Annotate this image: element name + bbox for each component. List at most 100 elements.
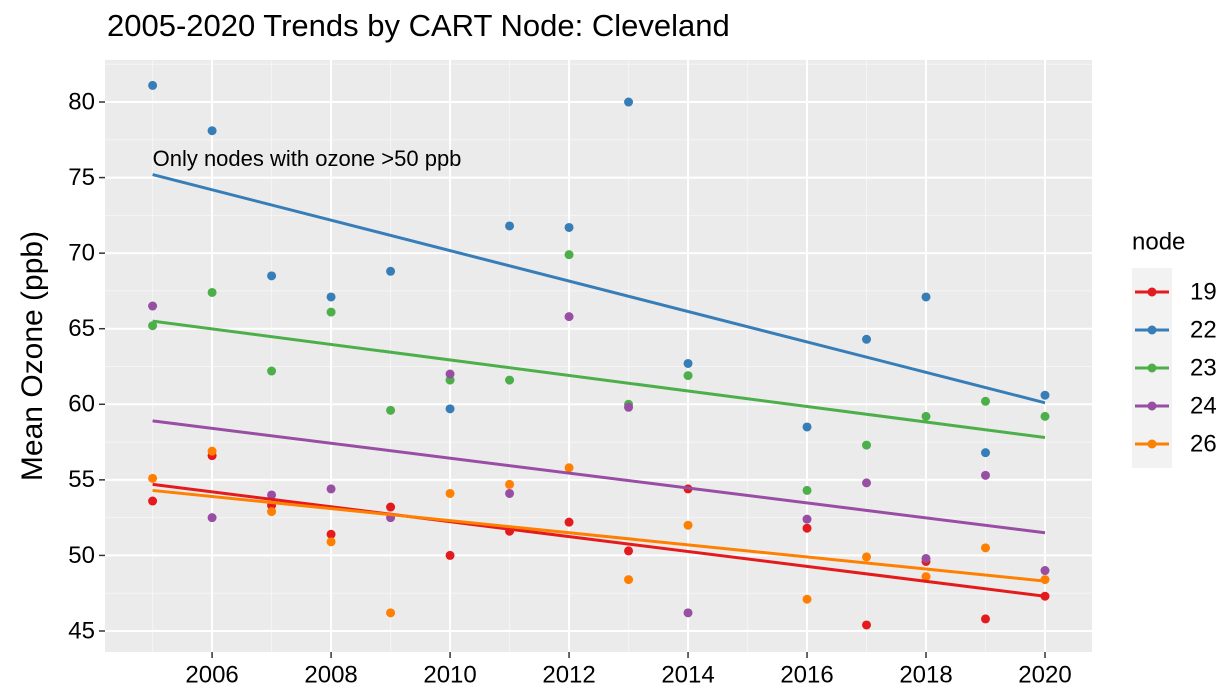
point	[862, 478, 872, 488]
point	[981, 543, 991, 553]
point	[981, 470, 991, 480]
point	[564, 517, 574, 527]
x-tick-label: 2012	[542, 661, 595, 688]
point	[802, 485, 812, 495]
point	[445, 404, 455, 414]
point	[921, 572, 931, 582]
plot-panel	[105, 60, 1092, 652]
y-tick-label: 45	[68, 617, 95, 644]
point	[148, 496, 158, 506]
point	[802, 514, 812, 524]
point	[445, 488, 455, 498]
point	[267, 366, 277, 376]
point	[326, 484, 336, 494]
point	[802, 523, 812, 533]
point	[445, 550, 455, 560]
point	[207, 287, 217, 297]
point	[564, 463, 574, 473]
trend-line	[152, 419, 1046, 535]
y-tick-label: 60	[68, 391, 95, 418]
point	[505, 479, 515, 489]
trend-line	[152, 173, 1046, 405]
point	[564, 312, 574, 322]
point	[981, 396, 991, 406]
point	[862, 620, 872, 630]
x-tick-label: 2020	[1018, 661, 1071, 688]
y-tick-label: 75	[68, 164, 95, 191]
point	[1040, 566, 1050, 576]
point	[326, 529, 336, 539]
point	[683, 520, 693, 530]
point	[683, 358, 693, 368]
point	[148, 321, 158, 331]
y-tick-label: 50	[68, 542, 95, 569]
x-tick-label: 2006	[185, 661, 238, 688]
legend-key	[1147, 401, 1157, 411]
point	[862, 334, 872, 344]
chart-title: 2005-2020 Trends by CART Node: Cleveland	[107, 8, 730, 43]
point	[624, 546, 634, 556]
x-tick-label: 2016	[780, 661, 833, 688]
point	[564, 250, 574, 260]
x-tick-label: 2014	[661, 661, 714, 688]
point	[267, 507, 277, 517]
point	[1040, 411, 1050, 421]
point	[683, 608, 693, 618]
point	[386, 405, 396, 415]
legend-label: 26	[1190, 430, 1217, 457]
legend-key	[1147, 363, 1157, 373]
point	[386, 608, 396, 618]
trend-line	[152, 482, 1046, 598]
point	[981, 448, 991, 458]
point	[624, 402, 634, 412]
legend-key	[1147, 439, 1157, 449]
legend-key	[1147, 325, 1157, 335]
point	[802, 422, 812, 432]
annotation: Only nodes with ozone >50 ppb	[153, 146, 462, 171]
point	[624, 575, 634, 585]
point	[862, 440, 872, 450]
point	[267, 490, 277, 500]
point	[207, 126, 217, 136]
legend-label: 22	[1190, 316, 1217, 343]
point	[267, 271, 277, 281]
point	[981, 614, 991, 624]
y-tick-label: 55	[68, 466, 95, 493]
y-tick-label: 80	[68, 88, 95, 115]
point	[683, 371, 693, 381]
point	[862, 552, 872, 562]
y-axis-label: Mean Ozone (ppb)	[16, 231, 49, 481]
x-tick-label: 2008	[304, 661, 357, 688]
x-tick-label: 2018	[899, 661, 952, 688]
point	[148, 301, 158, 311]
legend-label: 24	[1190, 392, 1217, 419]
point	[921, 292, 931, 302]
x-tick-label: 2010	[423, 661, 476, 688]
point	[326, 537, 336, 547]
point	[564, 222, 574, 232]
legend-title: node	[1132, 228, 1185, 255]
point	[921, 411, 931, 421]
trend-line	[152, 488, 1046, 583]
y-tick-label: 70	[68, 239, 95, 266]
point	[505, 221, 515, 231]
point	[207, 513, 217, 523]
point	[445, 369, 455, 379]
legend-label: 19	[1190, 278, 1217, 305]
legend-key	[1147, 287, 1157, 297]
point	[326, 292, 336, 302]
point	[326, 307, 336, 317]
point	[207, 446, 217, 456]
point	[624, 97, 634, 107]
legend-label: 23	[1190, 354, 1217, 381]
point	[386, 266, 396, 276]
point	[1040, 390, 1050, 400]
point	[505, 375, 515, 385]
point	[148, 473, 158, 483]
point	[505, 488, 515, 498]
y-tick-label: 65	[68, 315, 95, 342]
point	[148, 80, 158, 90]
trend-line	[152, 319, 1046, 440]
point	[386, 502, 396, 512]
